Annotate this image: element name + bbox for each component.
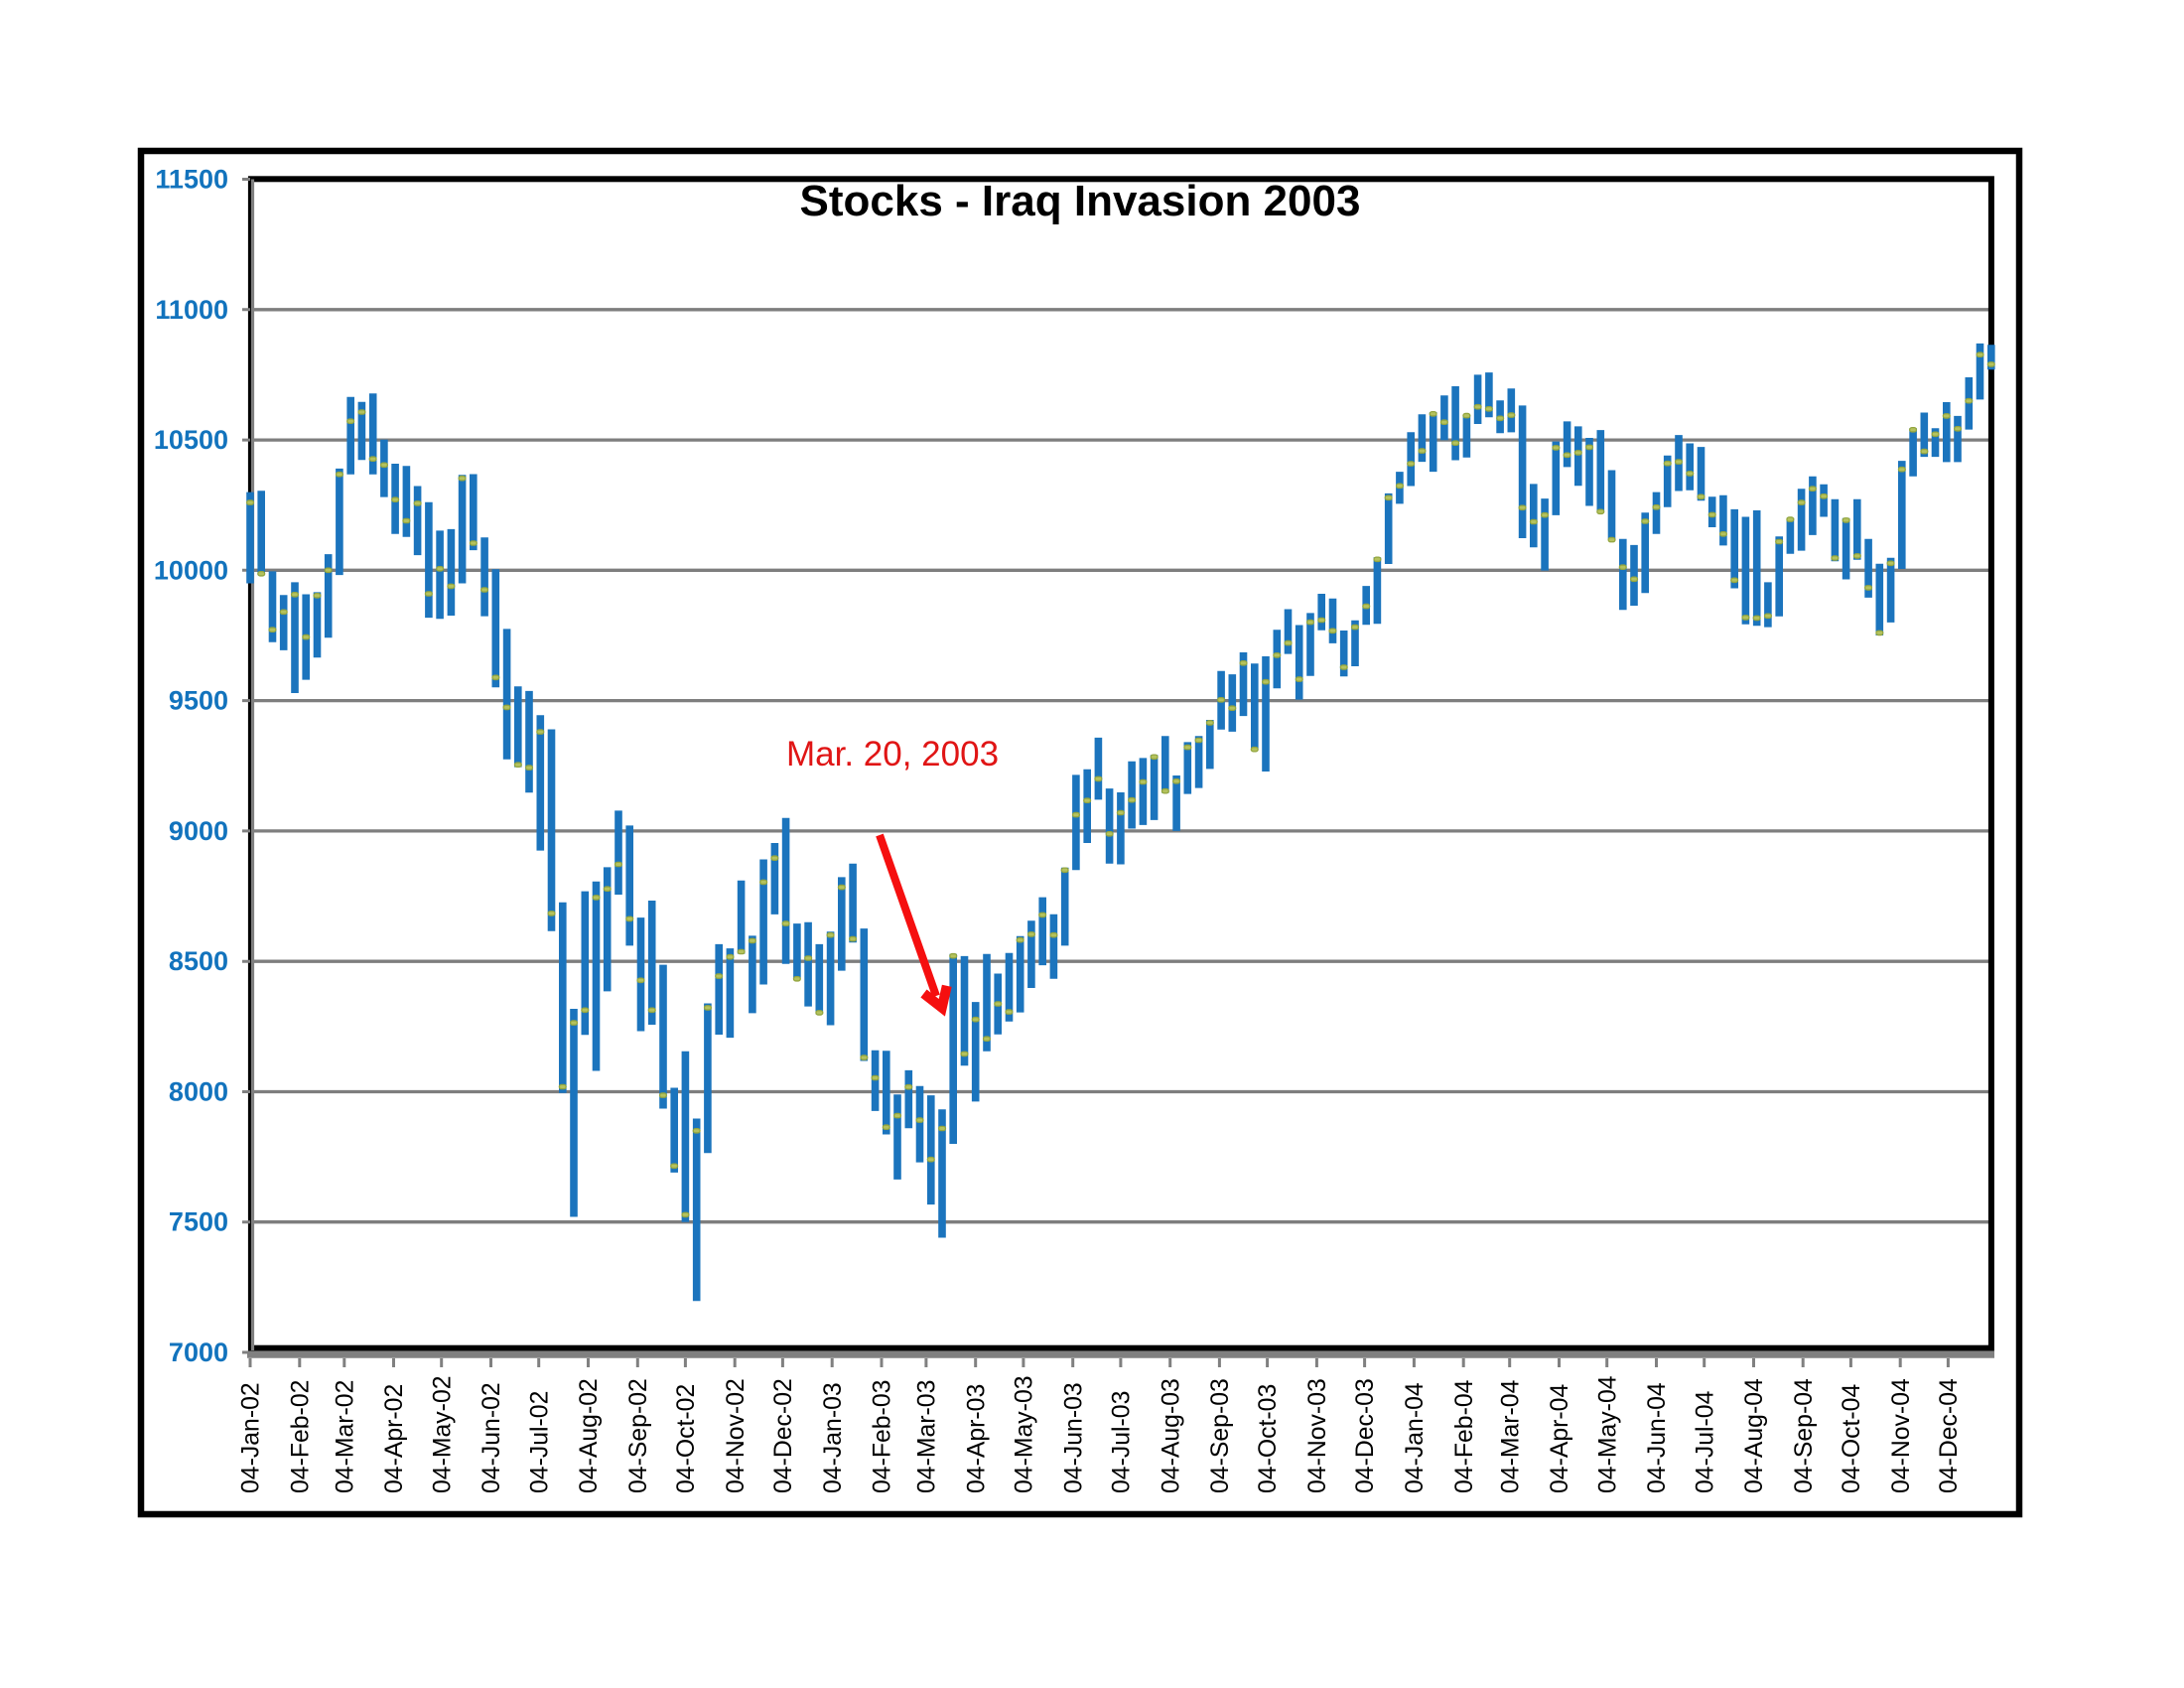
svg-text:04-Apr-02: 04-Apr-02: [381, 1384, 408, 1493]
svg-text:7500: 7500: [169, 1207, 228, 1237]
svg-text:9000: 9000: [169, 816, 228, 846]
svg-text:04-Aug-04: 04-Aug-04: [1741, 1378, 1768, 1493]
svg-text:9500: 9500: [169, 686, 228, 716]
svg-text:8500: 8500: [169, 946, 228, 976]
svg-text:04-Feb-02: 04-Feb-02: [287, 1380, 314, 1493]
svg-text:04-Oct-04: 04-Oct-04: [1839, 1384, 1865, 1493]
svg-text:04-Dec-02: 04-Dec-02: [770, 1378, 797, 1493]
svg-text:04-Mar-02: 04-Mar-02: [332, 1380, 358, 1493]
svg-text:04-Nov-02: 04-Nov-02: [723, 1378, 750, 1493]
svg-text:04-Apr-03: 04-Apr-03: [963, 1384, 990, 1493]
svg-text:04-Aug-03: 04-Aug-03: [1158, 1378, 1184, 1493]
svg-text:04-Mar-04: 04-Mar-04: [1497, 1379, 1524, 1493]
svg-text:04-Mar-03: 04-Mar-03: [914, 1380, 941, 1493]
svg-text:04-May-04: 04-May-04: [1594, 1375, 1621, 1493]
svg-text:11000: 11000: [155, 295, 228, 325]
svg-text:8000: 8000: [169, 1077, 228, 1107]
svg-text:04-Sep-04: 04-Sep-04: [1791, 1378, 1818, 1493]
svg-text:10000: 10000: [154, 555, 228, 585]
svg-text:04-Apr-04: 04-Apr-04: [1547, 1384, 1573, 1493]
svg-text:10500: 10500: [154, 425, 228, 455]
svg-text:04-Jan-04: 04-Jan-04: [1402, 1382, 1429, 1493]
svg-text:04-Dec-03: 04-Dec-03: [1352, 1378, 1379, 1493]
svg-text:04-Jun-04: 04-Jun-04: [1644, 1382, 1671, 1493]
svg-text:04-Feb-03: 04-Feb-03: [870, 1380, 896, 1493]
svg-text:04-Jul-04: 04-Jul-04: [1692, 1390, 1718, 1493]
svg-text:04-Oct-03: 04-Oct-03: [1255, 1384, 1282, 1493]
svg-text:04-Sep-02: 04-Sep-02: [625, 1378, 652, 1493]
svg-text:04-May-03: 04-May-03: [1012, 1375, 1038, 1493]
svg-text:04-Jul-03: 04-Jul-03: [1109, 1391, 1136, 1493]
svg-text:11500: 11500: [155, 165, 228, 195]
svg-text:04-Feb-04: 04-Feb-04: [1451, 1379, 1478, 1493]
svg-text:04-May-02: 04-May-02: [429, 1375, 456, 1493]
svg-text:04-Aug-02: 04-Aug-02: [576, 1378, 603, 1493]
svg-text:Mar. 20, 2003: Mar. 20, 2003: [786, 735, 999, 774]
svg-text:7000: 7000: [169, 1337, 228, 1367]
svg-text:04-Dec-04: 04-Dec-04: [1936, 1378, 1963, 1493]
svg-text:04-Nov-03: 04-Nov-03: [1304, 1378, 1331, 1493]
svg-text:Stocks - Iraq Invasion 2003: Stocks - Iraq Invasion 2003: [800, 177, 1361, 225]
svg-text:04-Jan-02: 04-Jan-02: [238, 1382, 265, 1493]
svg-text:04-Jun-03: 04-Jun-03: [1060, 1382, 1087, 1493]
svg-text:04-Oct-02: 04-Oct-02: [673, 1384, 700, 1493]
svg-text:04-Jul-02: 04-Jul-02: [526, 1391, 553, 1493]
svg-text:04-Sep-03: 04-Sep-03: [1207, 1378, 1234, 1493]
svg-text:04-Jan-03: 04-Jan-03: [820, 1382, 847, 1493]
svg-text:04-Nov-04: 04-Nov-04: [1888, 1378, 1915, 1493]
svg-text:04-Jun-02: 04-Jun-02: [478, 1382, 505, 1493]
